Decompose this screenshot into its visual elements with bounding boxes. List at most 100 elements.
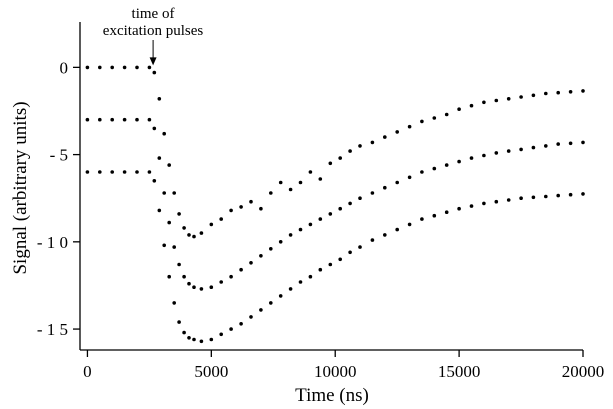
data-point	[407, 222, 412, 227]
axes	[79, 22, 583, 351]
series-2-points	[85, 117, 585, 291]
data-point	[308, 274, 313, 279]
data-point	[298, 180, 303, 185]
annotation-arrow-head	[149, 57, 157, 66]
data-point	[506, 198, 511, 202]
data-point	[308, 170, 313, 174]
x-tick-label: 10000	[314, 362, 357, 381]
data-point	[457, 206, 461, 211]
data-point	[506, 149, 511, 153]
data-point	[469, 156, 474, 160]
y-axis-title: Signal (arbitrary units)	[10, 101, 31, 274]
data-point	[581, 140, 585, 145]
series-3-points	[85, 170, 585, 344]
data-point	[556, 193, 560, 198]
data-point	[152, 179, 157, 183]
data-point	[383, 185, 387, 190]
data-point	[278, 180, 283, 185]
x-axis-title: Time (ns)	[295, 385, 369, 406]
annotation-line-2: excitation pulses	[103, 23, 204, 39]
data-point	[383, 135, 387, 139]
data-point	[269, 301, 273, 305]
data-point	[338, 206, 343, 211]
data-point	[98, 65, 102, 70]
series-1-points	[85, 65, 585, 239]
data-point	[219, 217, 223, 221]
data-point	[110, 65, 114, 70]
data-point	[269, 191, 273, 195]
data-point	[568, 90, 573, 94]
y-tick-label: 0	[60, 58, 69, 77]
data-point	[177, 212, 181, 216]
data-point	[98, 170, 102, 174]
data-point	[167, 220, 171, 225]
data-point	[162, 131, 166, 136]
data-point	[407, 124, 412, 129]
data-point	[239, 267, 243, 272]
data-point	[432, 116, 437, 120]
data-point	[85, 170, 90, 174]
data-point	[519, 196, 523, 200]
data-point	[229, 274, 233, 279]
data-point	[469, 204, 474, 208]
data-point	[199, 287, 204, 291]
data-point	[358, 196, 362, 200]
data-point	[370, 238, 375, 242]
data-point	[544, 194, 548, 199]
data-point	[135, 65, 139, 70]
data-point	[469, 103, 474, 108]
data-point	[519, 95, 523, 99]
x-tick-label: 0	[83, 362, 92, 381]
data-point	[229, 208, 233, 213]
data-point	[187, 233, 191, 237]
data-point	[338, 257, 343, 262]
data-point	[308, 222, 313, 227]
data-point	[187, 281, 191, 286]
series-layer	[85, 65, 585, 344]
data-point	[278, 240, 283, 244]
data-point	[209, 222, 214, 227]
data-point	[249, 199, 253, 204]
data-point	[444, 112, 449, 117]
data-point	[395, 180, 400, 185]
data-point	[482, 201, 486, 206]
data-point	[209, 337, 214, 342]
data-point	[581, 89, 585, 93]
data-point	[152, 70, 157, 75]
x-tick-label: 5000	[194, 362, 228, 381]
data-point	[219, 332, 223, 337]
data-point	[420, 170, 424, 174]
data-point	[444, 210, 449, 214]
data-point	[177, 320, 181, 324]
data-point	[259, 308, 263, 312]
x-tick-label: 15000	[438, 362, 481, 381]
data-point	[187, 336, 191, 340]
data-point	[209, 285, 214, 290]
data-point	[172, 191, 176, 195]
data-point	[494, 199, 499, 204]
data-point	[328, 262, 333, 267]
data-point	[457, 107, 461, 111]
data-point	[147, 65, 152, 70]
data-point	[219, 280, 223, 284]
x-ticks: 0 5000 10000 15000 20000	[83, 350, 604, 381]
data-point	[172, 301, 176, 305]
data-point	[249, 315, 253, 319]
data-point	[182, 330, 186, 335]
data-point	[162, 191, 166, 195]
data-point	[122, 117, 127, 122]
data-point	[494, 98, 499, 103]
data-point	[110, 170, 114, 174]
x-tick-label: 20000	[562, 362, 605, 381]
data-point	[157, 208, 162, 213]
annotation-line-1: time of	[132, 6, 175, 22]
data-point	[135, 170, 139, 174]
data-point	[172, 245, 176, 249]
data-point	[581, 192, 585, 196]
data-point	[288, 233, 293, 237]
data-point	[370, 140, 375, 145]
y-tick-label: - 1 0	[37, 233, 68, 252]
data-point	[506, 97, 511, 101]
data-point	[110, 117, 114, 122]
data-point	[358, 245, 362, 249]
